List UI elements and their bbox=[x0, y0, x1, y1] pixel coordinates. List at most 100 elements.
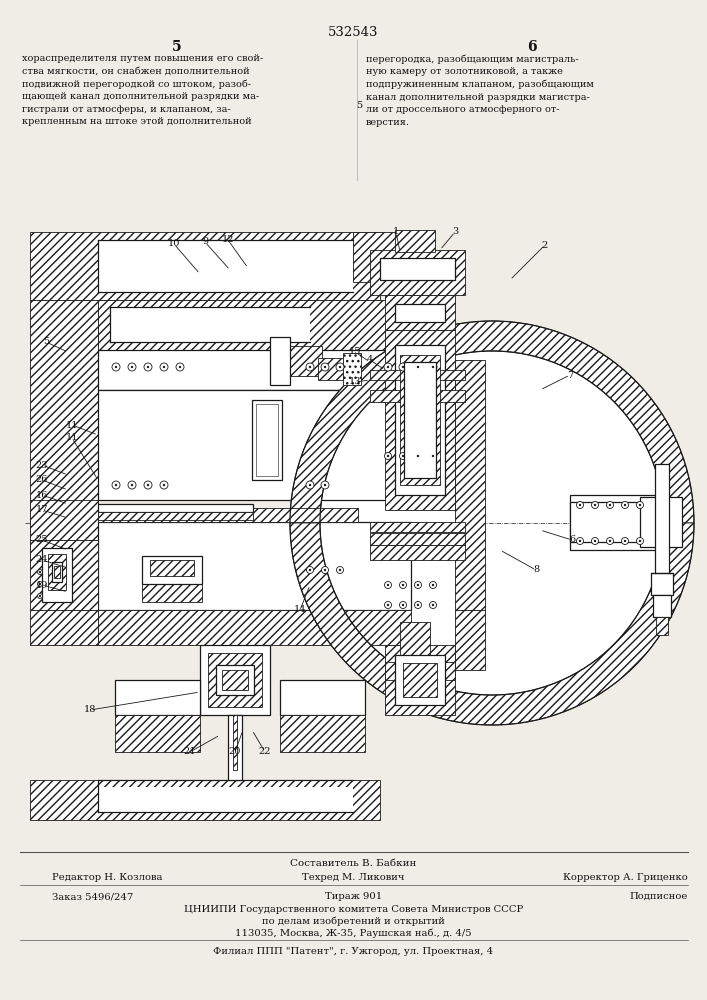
Bar bbox=[115, 715, 200, 752]
Text: 5: 5 bbox=[356, 101, 362, 109]
Bar bbox=[54, 566, 60, 578]
Circle shape bbox=[144, 363, 152, 371]
Text: Редактор Н. Козлова: Редактор Н. Козлова bbox=[52, 873, 163, 882]
Bar bbox=[280, 680, 365, 715]
Circle shape bbox=[417, 584, 419, 586]
Bar bbox=[98, 300, 411, 350]
Bar bbox=[385, 662, 455, 680]
Text: 26: 26 bbox=[36, 476, 48, 485]
Bar bbox=[98, 610, 411, 645]
Circle shape bbox=[607, 502, 614, 508]
Circle shape bbox=[414, 452, 421, 460]
Circle shape bbox=[399, 601, 407, 608]
Text: 24: 24 bbox=[36, 556, 48, 564]
Circle shape bbox=[429, 452, 436, 460]
Circle shape bbox=[309, 484, 311, 486]
Circle shape bbox=[337, 566, 344, 574]
Circle shape bbox=[385, 452, 392, 460]
Text: 1: 1 bbox=[393, 228, 399, 236]
Circle shape bbox=[592, 502, 599, 508]
Bar bbox=[98, 504, 253, 512]
Bar bbox=[353, 232, 411, 282]
Text: 17: 17 bbox=[36, 506, 48, 514]
Circle shape bbox=[131, 366, 133, 368]
Circle shape bbox=[429, 601, 436, 608]
Circle shape bbox=[432, 584, 434, 586]
Circle shape bbox=[115, 484, 117, 486]
Bar bbox=[233, 715, 237, 770]
Circle shape bbox=[624, 540, 626, 542]
Text: 15: 15 bbox=[349, 348, 361, 357]
Text: Техред М. Ликович: Техред М. Ликович bbox=[303, 873, 404, 882]
Circle shape bbox=[414, 601, 421, 608]
Text: 21: 21 bbox=[184, 748, 197, 756]
Text: 4: 4 bbox=[367, 356, 373, 364]
Circle shape bbox=[324, 366, 326, 368]
Bar bbox=[256, 404, 278, 476]
Text: 6: 6 bbox=[569, 536, 575, 544]
Bar bbox=[200, 645, 270, 715]
Bar bbox=[655, 464, 669, 580]
Circle shape bbox=[37, 582, 42, 586]
Polygon shape bbox=[290, 321, 694, 725]
Circle shape bbox=[417, 366, 419, 368]
Bar bbox=[385, 330, 455, 510]
Text: 22: 22 bbox=[259, 748, 271, 756]
Circle shape bbox=[576, 502, 583, 508]
Circle shape bbox=[594, 540, 596, 542]
Circle shape bbox=[609, 540, 611, 542]
Circle shape bbox=[115, 366, 117, 368]
Bar bbox=[52, 562, 62, 582]
Circle shape bbox=[385, 582, 392, 588]
Circle shape bbox=[322, 566, 329, 574]
Bar bbox=[400, 622, 430, 662]
Bar bbox=[653, 595, 671, 617]
Text: 8: 8 bbox=[533, 566, 539, 574]
Text: 19: 19 bbox=[36, 580, 48, 589]
Bar bbox=[98, 787, 353, 812]
Circle shape bbox=[163, 366, 165, 368]
Circle shape bbox=[621, 538, 629, 544]
Bar bbox=[570, 502, 658, 542]
Circle shape bbox=[579, 540, 581, 542]
Text: по делам изобретений и открытий: по делам изобретений и открытий bbox=[262, 917, 445, 926]
Bar bbox=[385, 295, 455, 330]
Bar bbox=[280, 346, 322, 376]
Circle shape bbox=[131, 484, 133, 486]
Bar bbox=[98, 512, 253, 520]
Circle shape bbox=[399, 582, 407, 588]
Bar bbox=[403, 663, 437, 697]
Text: Корректор А. Гриценко: Корректор А. Гриценко bbox=[563, 873, 688, 882]
Circle shape bbox=[37, 593, 42, 598]
Circle shape bbox=[417, 604, 419, 606]
Circle shape bbox=[144, 481, 152, 489]
Text: ЦНИИПИ Государственного комитета Совета Министров СССР: ЦНИИПИ Государственного комитета Совета … bbox=[184, 905, 523, 914]
Circle shape bbox=[39, 595, 41, 597]
Circle shape bbox=[39, 583, 41, 585]
Bar bbox=[98, 522, 411, 610]
Text: Тираж 901: Тираж 901 bbox=[325, 892, 382, 901]
Text: 20: 20 bbox=[229, 748, 241, 756]
Text: 13: 13 bbox=[349, 377, 361, 386]
Circle shape bbox=[639, 540, 641, 542]
Text: Заказ 5496/247: Заказ 5496/247 bbox=[52, 892, 133, 901]
Circle shape bbox=[321, 363, 329, 371]
Bar bbox=[395, 230, 435, 252]
Circle shape bbox=[339, 366, 341, 368]
Bar bbox=[395, 655, 445, 705]
Bar bbox=[98, 240, 353, 292]
Bar bbox=[30, 780, 380, 820]
Circle shape bbox=[402, 455, 404, 457]
Circle shape bbox=[636, 502, 643, 508]
Text: 10: 10 bbox=[168, 239, 180, 248]
Bar bbox=[280, 715, 365, 752]
Circle shape bbox=[324, 484, 326, 486]
Circle shape bbox=[402, 604, 404, 606]
Circle shape bbox=[579, 504, 581, 506]
Circle shape bbox=[429, 582, 436, 588]
Bar bbox=[640, 497, 682, 547]
Text: 12: 12 bbox=[222, 235, 234, 244]
Circle shape bbox=[399, 452, 407, 460]
Circle shape bbox=[402, 584, 404, 586]
Bar bbox=[270, 337, 290, 385]
